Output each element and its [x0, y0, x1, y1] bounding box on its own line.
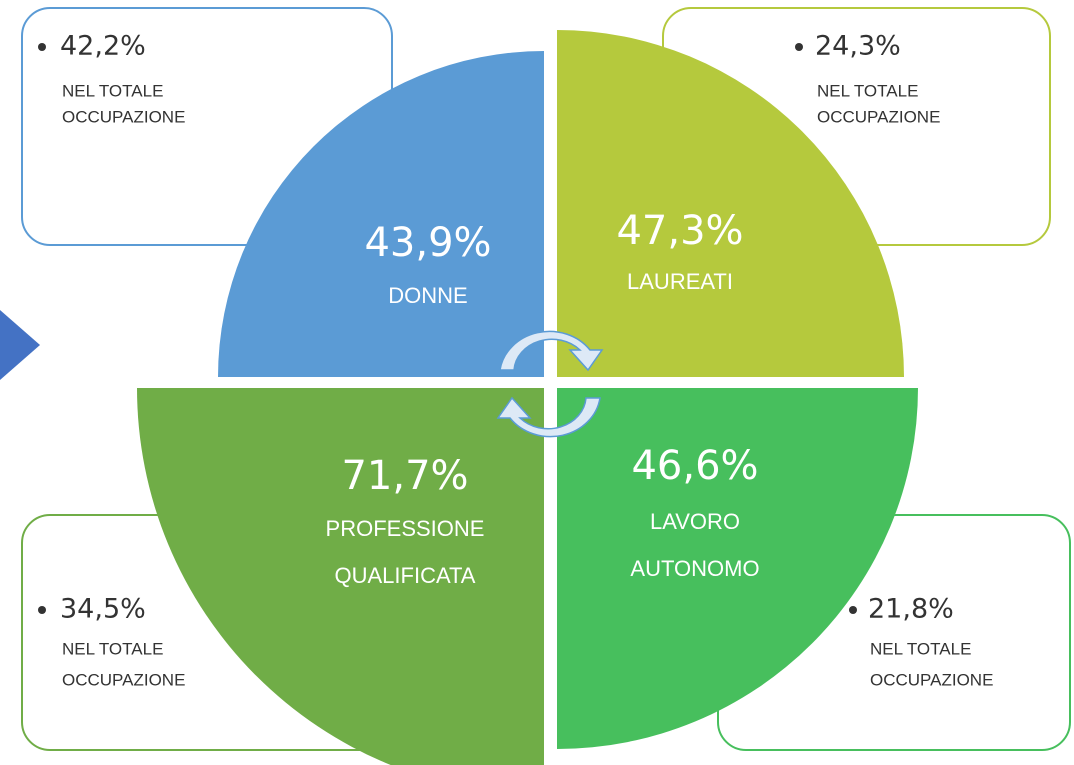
note-text: OCCUPAZIONE [62, 107, 185, 126]
bullet [38, 606, 46, 614]
note-text: OCCUPAZIONE [62, 670, 185, 689]
arrow-fragment [0, 310, 40, 380]
note-value: 42,2% [60, 31, 146, 62]
bullet [38, 43, 46, 51]
quadrant [218, 51, 544, 377]
quadrant-label: AUTONOMO [630, 556, 759, 581]
quadrant-value: 71,7% [341, 453, 468, 499]
note-text: OCCUPAZIONE [870, 670, 993, 689]
note-value: 34,5% [60, 594, 146, 625]
quadrant-label: DONNE [388, 283, 467, 308]
bullet [795, 43, 803, 51]
note-text: NEL TOTALE [62, 639, 163, 658]
quadrant-value: 47,3% [616, 208, 743, 254]
quadrant-label: LAUREATI [627, 269, 733, 294]
note-text: NEL TOTALE [870, 639, 971, 658]
quadrant-label: QUALIFICATA [335, 563, 476, 588]
quadrant-label: PROFESSIONE [326, 516, 485, 541]
note-value: 21,8% [868, 594, 954, 625]
quadrant-value: 43,9% [364, 220, 491, 266]
quadrant-label: LAVORO [650, 509, 740, 534]
note-text: OCCUPAZIONE [817, 107, 940, 126]
quadrant [137, 388, 544, 765]
note-text: NEL TOTALE [62, 81, 163, 100]
quadrant-value: 46,6% [631, 443, 758, 489]
bullet [849, 606, 857, 614]
quadrant [557, 388, 918, 749]
cycle-arrows [496, 330, 604, 438]
note-text: NEL TOTALE [817, 81, 918, 100]
quadrant [557, 30, 904, 377]
note-value: 24,3% [815, 31, 901, 62]
